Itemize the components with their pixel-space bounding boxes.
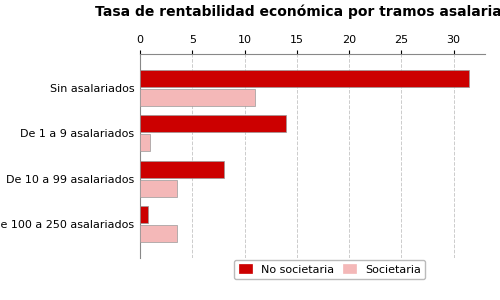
Title: Tasa de rentabilidad económica por tramos asalariados: Tasa de rentabilidad económica por tramo… — [95, 4, 500, 19]
Bar — [140, 89, 255, 106]
Bar — [140, 115, 286, 132]
Bar — [140, 206, 148, 223]
Legend: No societaria, Societaria: No societaria, Societaria — [234, 260, 426, 279]
Bar — [140, 134, 150, 152]
Bar — [140, 180, 176, 197]
Bar — [140, 160, 224, 178]
Bar — [140, 225, 176, 242]
Bar — [140, 70, 469, 87]
